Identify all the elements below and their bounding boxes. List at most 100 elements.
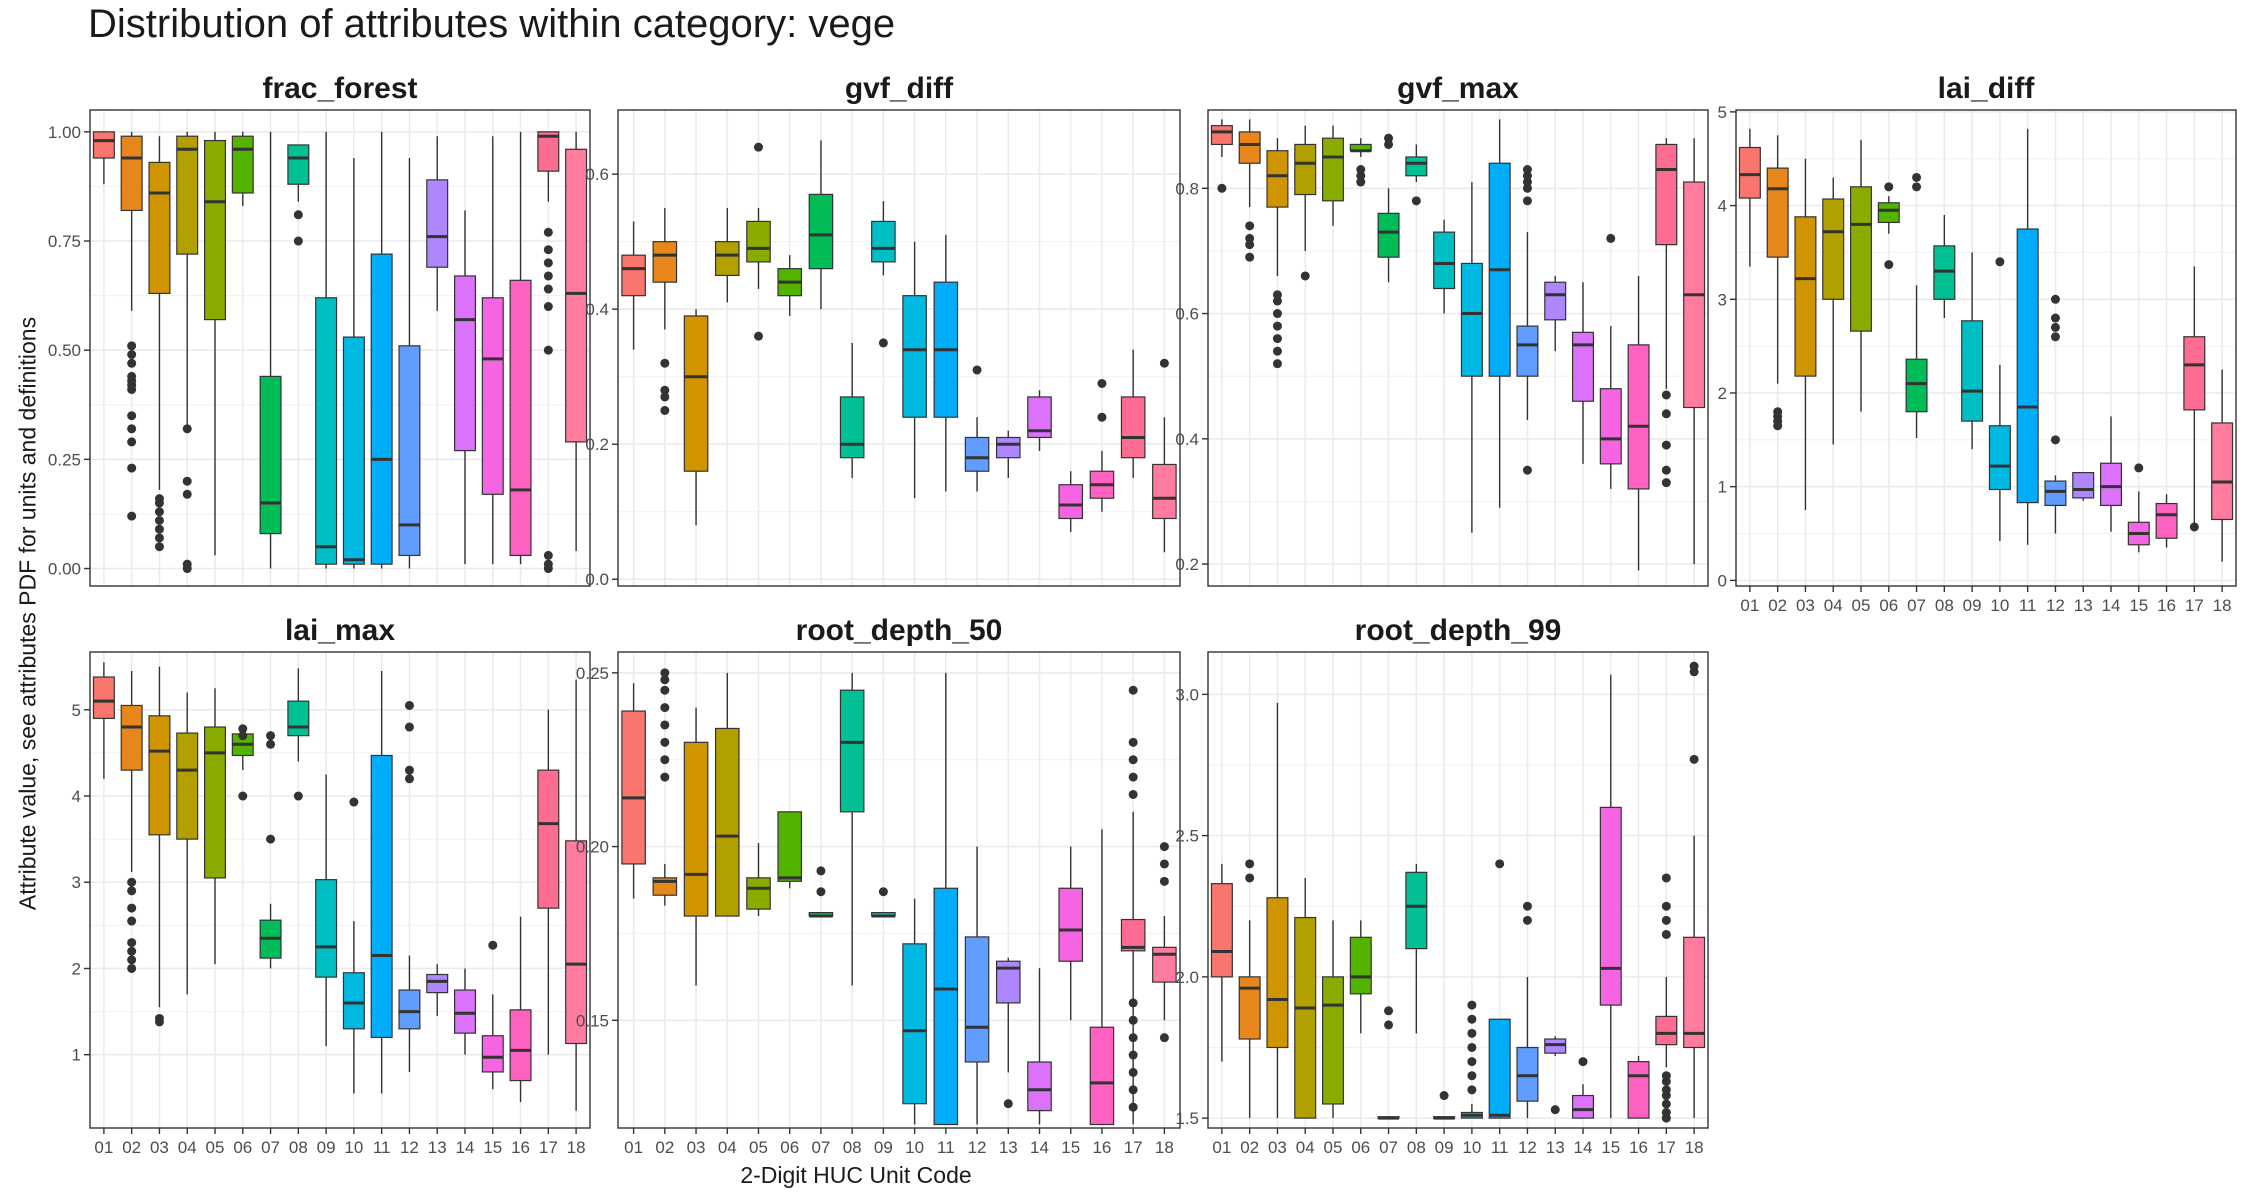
box-iqr bbox=[426, 973, 449, 994]
box-08 bbox=[287, 668, 310, 801]
box-09 bbox=[1433, 1091, 1456, 1120]
box-06 bbox=[777, 255, 803, 316]
box-14 bbox=[453, 968, 477, 1055]
box-01 bbox=[1738, 128, 1761, 267]
panel-title: gvf_max bbox=[1397, 72, 1519, 105]
outlier-point bbox=[2134, 463, 2144, 473]
x-tick-label: 07 bbox=[261, 1138, 280, 1157]
outlier-point bbox=[1884, 182, 1894, 192]
box-06 bbox=[777, 811, 803, 889]
box-iqr bbox=[315, 879, 338, 978]
x-tick-label: 17 bbox=[2185, 596, 2204, 615]
box-15 bbox=[1599, 674, 1622, 1119]
box-iqr bbox=[621, 254, 646, 297]
box-17 bbox=[537, 709, 560, 1055]
outlier-point bbox=[1003, 1099, 1013, 1109]
box-iqr bbox=[342, 336, 365, 565]
box-iqr bbox=[1571, 1094, 1595, 1119]
outlier-point bbox=[543, 302, 553, 312]
outlier-point bbox=[1661, 465, 1671, 475]
box-iqr bbox=[1571, 331, 1595, 402]
box-iqr bbox=[537, 131, 560, 172]
x-tick-label: 07 bbox=[811, 1138, 830, 1157]
box-iqr bbox=[1599, 806, 1622, 1006]
outlier-point bbox=[1467, 1000, 1477, 1010]
outlier-point bbox=[1128, 1015, 1138, 1025]
box-17 bbox=[2183, 266, 2206, 532]
x-tick-label: 15 bbox=[2129, 596, 2148, 615]
box-10 bbox=[1460, 182, 1483, 533]
y-tick-label: 0.6 bbox=[585, 165, 609, 184]
y-tick-label: 0 bbox=[1718, 571, 1727, 590]
outlier-point bbox=[1272, 359, 1282, 369]
box-12 bbox=[1516, 901, 1539, 1119]
y-tick-label: 2.5 bbox=[1175, 827, 1199, 846]
x-tick-label: 09 bbox=[1963, 596, 1982, 615]
box-15 bbox=[1599, 233, 1622, 489]
outlier-point bbox=[238, 791, 248, 801]
x-tick-label: 17 bbox=[1657, 1138, 1676, 1157]
outlier-point bbox=[1661, 1099, 1671, 1109]
box-iqr bbox=[964, 436, 990, 472]
outlier-point bbox=[1550, 1105, 1560, 1115]
outlier-point bbox=[878, 887, 888, 897]
box-05 bbox=[746, 142, 771, 341]
x-tick-label: 08 bbox=[843, 1138, 862, 1157]
outlier-point bbox=[154, 507, 164, 517]
box-14 bbox=[1571, 282, 1595, 464]
box-iqr bbox=[1961, 320, 1984, 422]
outlier-point bbox=[1245, 221, 1255, 231]
y-tick-label: 0.50 bbox=[48, 341, 81, 360]
box-02 bbox=[1766, 135, 1789, 431]
outlier-point bbox=[1884, 260, 1894, 270]
outlier-point bbox=[1661, 873, 1671, 883]
box-iqr bbox=[839, 689, 865, 813]
x-tick-label: 05 bbox=[1852, 596, 1871, 615]
box-12 bbox=[398, 700, 421, 1072]
x-tick-label: 11 bbox=[373, 1138, 391, 1157]
outlier-point bbox=[754, 142, 763, 152]
box-12 bbox=[398, 158, 421, 569]
x-tick-label: 08 bbox=[289, 1138, 308, 1157]
outlier-point bbox=[816, 887, 826, 897]
box-13 bbox=[426, 136, 449, 311]
box-09 bbox=[1433, 219, 1456, 314]
x-tick-label: 06 bbox=[780, 1138, 799, 1157]
x-tick-label: 02 bbox=[1240, 1138, 1259, 1157]
box-iqr bbox=[426, 179, 449, 268]
box-iqr bbox=[1210, 125, 1233, 146]
outlier-point bbox=[1272, 309, 1282, 319]
outlier-point bbox=[2050, 313, 2060, 323]
outlier-point bbox=[754, 331, 763, 341]
x-tick-label: 13 bbox=[428, 1138, 447, 1157]
box-iqr bbox=[398, 989, 421, 1030]
panel-title: lai_diff bbox=[1938, 72, 2036, 105]
y-tick-label: 1 bbox=[1718, 478, 1727, 497]
outlier-point bbox=[543, 550, 553, 560]
outlier-point bbox=[1467, 1071, 1477, 1081]
box-iqr bbox=[342, 972, 365, 1030]
box-08 bbox=[839, 342, 865, 478]
box-15 bbox=[481, 940, 504, 1090]
panel-title: lai_max bbox=[285, 614, 395, 647]
outlier-point bbox=[1661, 1071, 1671, 1081]
outlier-point bbox=[543, 245, 553, 255]
box-12 bbox=[2044, 294, 2067, 534]
outlier-point bbox=[1661, 901, 1671, 911]
outlier-point bbox=[816, 866, 826, 876]
outlier-point bbox=[660, 358, 670, 368]
box-16 bbox=[1627, 1055, 1650, 1119]
x-tick-label: 09 bbox=[317, 1138, 336, 1157]
y-tick-label: 0.25 bbox=[576, 664, 609, 683]
x-tick-label: 16 bbox=[2157, 596, 2176, 615]
x-tick-label: 10 bbox=[1462, 1138, 1481, 1157]
box-iqr bbox=[92, 676, 115, 719]
box-iqr bbox=[287, 700, 310, 737]
box-02 bbox=[652, 207, 678, 415]
box-05 bbox=[746, 843, 771, 917]
outlier-point bbox=[1128, 998, 1138, 1008]
box-iqr bbox=[315, 297, 338, 565]
box-13 bbox=[995, 957, 1021, 1109]
x-tick-label: 13 bbox=[999, 1138, 1018, 1157]
outlier-point bbox=[878, 338, 888, 348]
